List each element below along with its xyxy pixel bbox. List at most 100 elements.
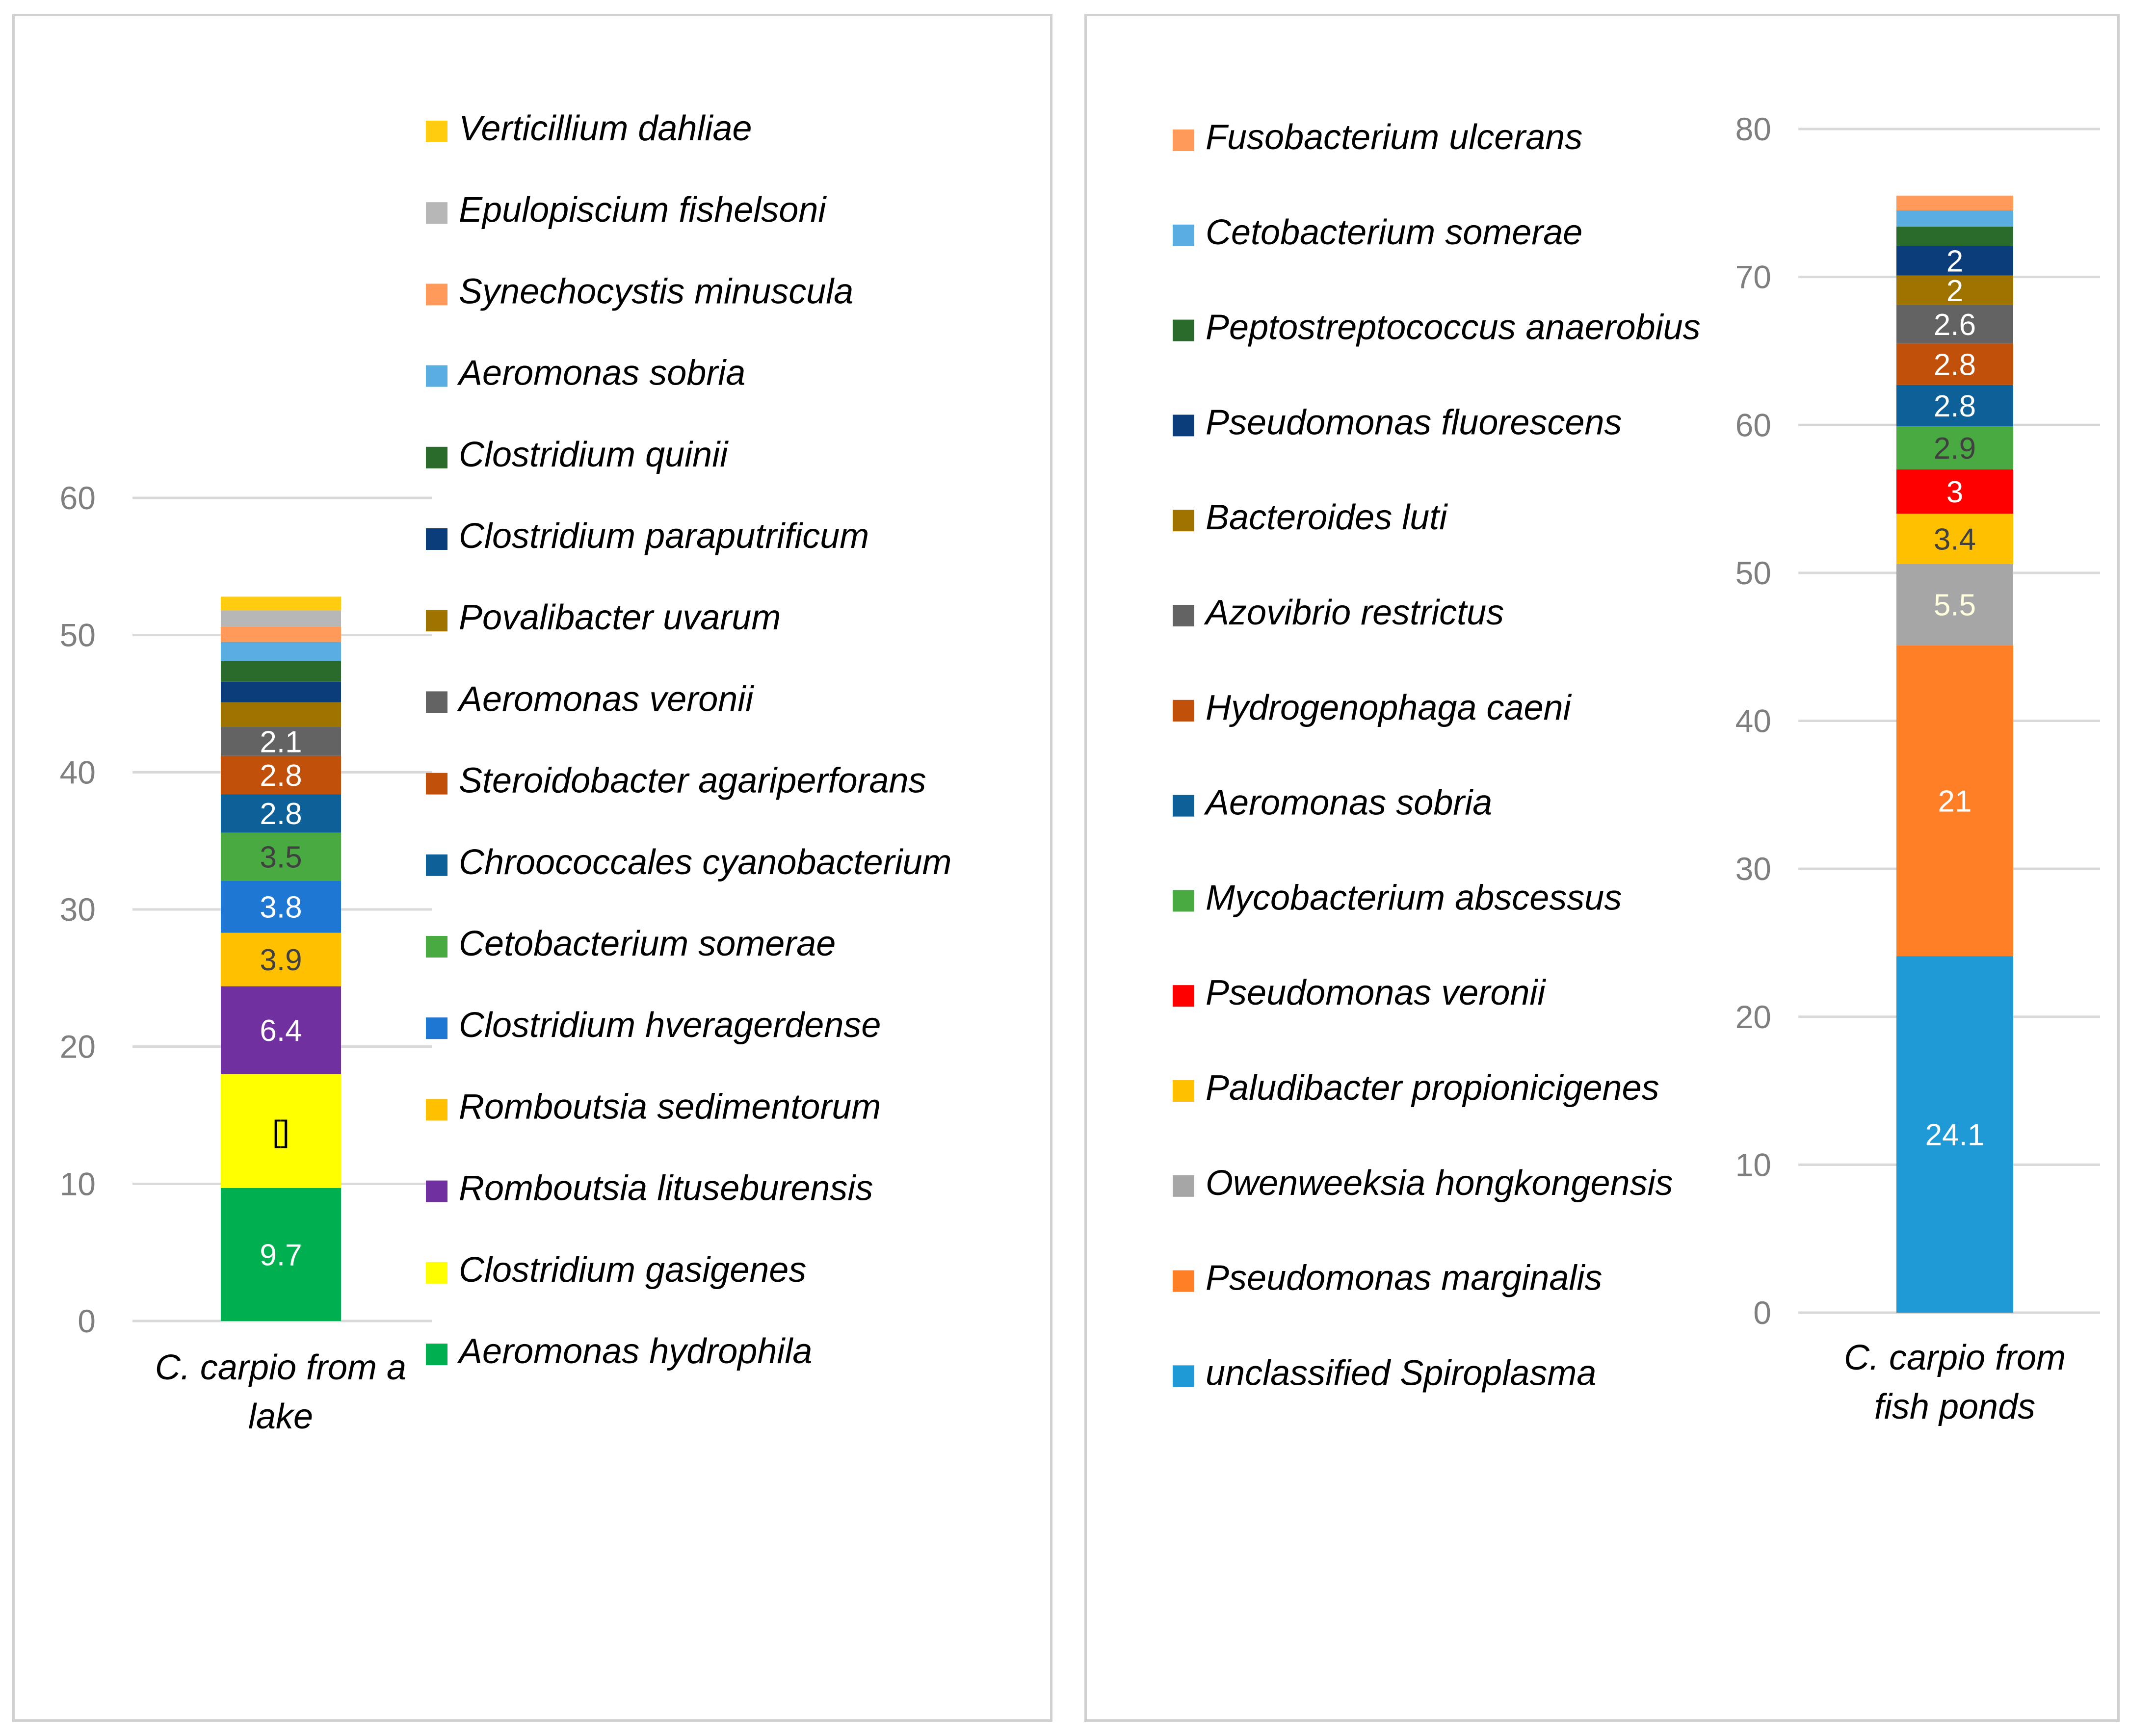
data-label: 9.7 — [260, 1238, 302, 1272]
legend-swatch — [426, 1099, 447, 1121]
y-tick-label: 10 — [60, 1166, 96, 1202]
legend-swatch — [1173, 319, 1194, 341]
legend-swatch — [426, 1180, 447, 1202]
bar-segment — [221, 933, 341, 986]
bar-segment — [1896, 195, 2013, 210]
legend-swatch — [426, 691, 447, 713]
data-label: 21 — [1938, 784, 1972, 818]
legend-swatch — [426, 365, 447, 387]
bar-segment — [1896, 305, 2013, 344]
legend-swatch — [426, 773, 447, 795]
bar-segment — [221, 1188, 341, 1321]
data-label: 2 — [1946, 274, 1963, 308]
y-tick-label: 70 — [1735, 259, 1771, 295]
bar-segment — [1896, 564, 2013, 646]
bar-segment — [1896, 227, 2013, 246]
chart-2: 0 10 20 30 40 50 60 70 80 24.1 21 5.5 3.4 3 2.9 2.8 2.8 2… — [1173, 111, 2100, 1426]
legend-entry: unclassified Spiroplasma — [1206, 1353, 1596, 1393]
legend-swatch — [426, 1344, 447, 1365]
data-label: 2.8 — [1934, 348, 1976, 382]
bar-segment — [1896, 426, 2013, 469]
data-label: 2.8 — [260, 797, 302, 831]
legend-entry: Clostridium paraputrificum — [459, 517, 869, 556]
bar-segment — [221, 881, 341, 933]
legend-entry: Romboutsia sedimentorum — [459, 1087, 881, 1126]
legend-swatch — [1173, 890, 1194, 912]
bar-segment — [221, 755, 341, 795]
y-tick-label: 0 — [1753, 1295, 1771, 1331]
bar-segment — [1896, 469, 2013, 514]
bar-segment — [1896, 645, 2013, 957]
y-tick-label: 60 — [1735, 407, 1771, 443]
bar-segment — [221, 702, 341, 727]
bar-segment — [221, 727, 341, 756]
data-label: 6.4 — [260, 1014, 302, 1048]
bar-segment — [221, 610, 341, 627]
legend-entry: Clostridium hveragerdense — [459, 1006, 881, 1045]
x-category-label: C. carpio from fish ponds — [1844, 1338, 2066, 1426]
y-tick-label: 50 — [60, 617, 96, 653]
bar-segment — [221, 642, 341, 661]
legend-swatch — [1173, 795, 1194, 817]
legend-entry: Bacteroides luti — [1206, 498, 1448, 537]
data-label: 2.8 — [260, 759, 302, 793]
y-tick-label: 40 — [1735, 703, 1771, 739]
legend-entry: Chroococcales cyanobacterium — [459, 843, 951, 882]
data-label: 2.9 — [1934, 432, 1976, 466]
data-label: 2.6 — [1934, 308, 1976, 342]
data-label: 3.9 — [260, 943, 302, 977]
data-label: [] — [272, 1115, 289, 1149]
data-label: 2 — [1946, 244, 1963, 278]
data-label: 2.1 — [260, 725, 302, 759]
legend-entry: Peptostreptococcus anaerobius — [1206, 308, 1701, 347]
legend-swatch — [426, 528, 447, 550]
legend-entry: Fusobacterium ulcerans — [1206, 118, 1582, 157]
legend-entry: Verticillium dahliae — [459, 109, 752, 148]
legend-swatch — [1173, 510, 1194, 532]
y-tick-label: 20 — [1735, 999, 1771, 1035]
legend-swatch — [426, 1017, 447, 1039]
bar-segment — [1896, 210, 2013, 227]
legend-entry: Steroidobacter agariperforans — [459, 761, 926, 801]
legend-entry: Aeromonas sobria — [457, 354, 745, 393]
legend-entry: Pseudomonas veronii — [1206, 973, 1546, 1012]
legend-entry: Cetobacterium somerae — [1206, 213, 1582, 252]
legend-entry: Povalibacter uvarum — [459, 598, 781, 637]
bar-segment — [221, 832, 341, 881]
legend-entry: Aeromonas veronii — [457, 679, 754, 719]
legend-entry: Aeromonas hydrophila — [457, 1332, 812, 1371]
bar-segment — [1896, 956, 2013, 1313]
legend-swatch — [1173, 700, 1194, 722]
legend-swatch — [426, 446, 447, 468]
legend-swatch — [1173, 1365, 1194, 1387]
legend-entry: Owenweeksia hongkongensis — [1206, 1164, 1673, 1203]
y-tick-label: 20 — [60, 1029, 96, 1065]
bar-segment — [221, 1074, 341, 1188]
legend-swatch — [426, 936, 447, 958]
y-tick-label: 40 — [60, 754, 96, 790]
legend-swatch — [426, 1262, 447, 1284]
data-label: 24.1 — [1925, 1118, 1985, 1152]
y-tick-label: 50 — [1735, 555, 1771, 591]
bar-segment — [221, 794, 341, 833]
legend-swatch — [426, 121, 447, 142]
legend-entry: Aeromonas sobria — [1204, 783, 1492, 823]
bar-segment — [221, 626, 341, 642]
bar-segment — [221, 596, 341, 611]
chart-1: 01020304050609.7[]6.43.93.83.52.82.82.1C… — [60, 109, 952, 1436]
data-label: 3.8 — [260, 890, 302, 924]
bar-segment — [221, 681, 341, 702]
data-label: 2.8 — [1934, 389, 1976, 423]
legend-swatch — [1173, 1175, 1194, 1197]
legend-entry: Epulopiscium fishelsoni — [459, 190, 827, 230]
left-chart-panel — [12, 14, 1052, 1722]
y-tick-label: 10 — [1735, 1146, 1771, 1183]
legend-swatch — [426, 284, 447, 306]
legend-swatch — [426, 202, 447, 224]
y-tick-label: 30 — [1735, 851, 1771, 887]
legend-entry: Cetobacterium somerae — [459, 924, 836, 963]
bar-segment — [1896, 246, 2013, 276]
y-tick-label: 30 — [60, 891, 96, 928]
bar-segment — [1896, 385, 2013, 427]
bar-segment — [1896, 343, 2013, 385]
